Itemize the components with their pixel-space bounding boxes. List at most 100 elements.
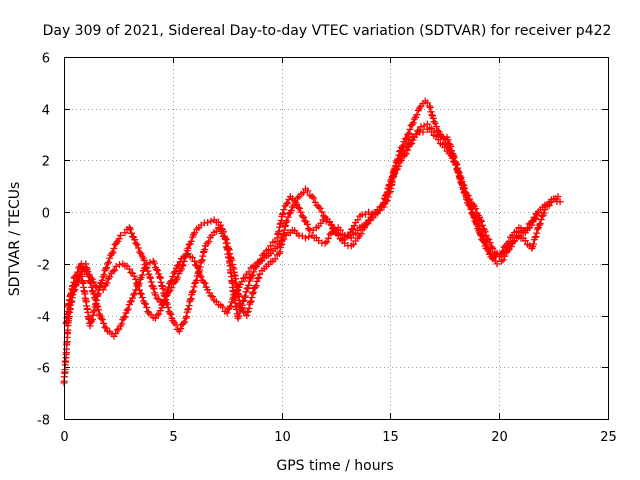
data-point — [244, 307, 252, 315]
data-point — [397, 144, 405, 151]
data-point — [385, 182, 393, 190]
y-tick-label: 0 — [42, 207, 50, 222]
data-point — [188, 288, 196, 296]
data-point — [85, 272, 93, 280]
data-point — [164, 303, 172, 311]
x-tick-label: 15 — [382, 430, 399, 445]
data-point — [245, 304, 253, 312]
data-point — [318, 208, 326, 216]
data-point — [158, 282, 166, 290]
data-point — [271, 255, 279, 263]
data-point — [180, 257, 188, 265]
data-point — [88, 287, 96, 295]
data-point — [147, 274, 154, 282]
data-point — [188, 254, 196, 262]
data-point — [521, 237, 529, 245]
data-point — [71, 273, 79, 281]
data-point — [452, 159, 460, 167]
data-point — [531, 215, 538, 223]
data-point — [247, 297, 255, 305]
data-point — [399, 142, 407, 150]
data-point — [143, 304, 151, 311]
data-point — [305, 233, 313, 241]
data-point — [364, 220, 372, 228]
data-point — [454, 164, 462, 172]
data-point — [98, 276, 106, 284]
data-point — [294, 203, 302, 211]
data-point — [242, 288, 250, 296]
data-point — [308, 193, 316, 201]
data-point — [536, 220, 544, 228]
data-point — [102, 265, 110, 273]
data-point — [299, 189, 307, 197]
data-point — [436, 133, 444, 141]
data-point — [473, 220, 481, 228]
data-point — [140, 256, 148, 264]
axis-ticks: 0 5 10 15 20 25 -8 -6 -4 -2 0 2 4 6 — [37, 52, 617, 446]
data-point — [87, 279, 95, 287]
data-point — [299, 213, 307, 221]
data-point — [163, 300, 171, 308]
data-point — [483, 235, 491, 243]
data-point — [302, 234, 309, 242]
data-point — [151, 314, 159, 322]
data-point — [200, 278, 208, 286]
data-point — [238, 278, 246, 285]
data-point — [178, 262, 186, 270]
data-point — [177, 325, 185, 333]
data-point — [402, 150, 410, 158]
data-point — [112, 262, 120, 270]
data-point — [485, 236, 493, 244]
data-point — [136, 248, 144, 256]
data-point — [327, 221, 335, 228]
data-point — [241, 274, 249, 281]
data-point — [251, 264, 259, 272]
data-point — [433, 123, 440, 131]
data-point — [464, 192, 472, 199]
data-point — [246, 298, 254, 306]
data-point — [241, 294, 249, 301]
data-point — [499, 247, 506, 255]
data-point — [458, 178, 466, 186]
data-point — [178, 265, 185, 273]
data-point — [478, 217, 485, 225]
data-point — [91, 294, 98, 301]
data-point — [186, 296, 194, 304]
data-point — [478, 221, 486, 229]
data-point — [310, 194, 318, 202]
data-point — [405, 129, 413, 137]
data-point — [147, 278, 155, 286]
data-point — [535, 221, 543, 229]
data-point — [531, 233, 539, 241]
chart-title: Day 309 of 2021, Sidereal Day-to-day VTE… — [43, 23, 612, 39]
data-point — [534, 225, 542, 233]
data-point — [298, 212, 306, 220]
data-point — [191, 229, 199, 237]
data-point — [413, 111, 421, 119]
data-point — [129, 294, 136, 302]
data-point — [237, 305, 245, 313]
y-tick-label: -6 — [37, 362, 50, 377]
data-point — [401, 135, 409, 143]
data-point — [241, 292, 249, 300]
data-point — [404, 131, 412, 139]
data-point — [96, 283, 104, 291]
data-point — [412, 130, 420, 138]
data-point — [409, 119, 417, 127]
data-point — [532, 233, 540, 240]
data-point — [195, 268, 203, 276]
data-point — [184, 306, 192, 314]
data-point — [427, 108, 435, 116]
data-point — [381, 192, 389, 200]
data-point — [159, 285, 167, 293]
data-point — [235, 312, 243, 320]
data-point — [336, 226, 344, 234]
data-point — [414, 127, 422, 135]
data-point — [141, 299, 148, 307]
data-point — [197, 273, 205, 281]
y-axis-title: SDTVAR / TECUs — [7, 182, 23, 297]
data-point — [253, 277, 261, 285]
data-point — [135, 279, 143, 287]
data-point — [100, 319, 108, 327]
